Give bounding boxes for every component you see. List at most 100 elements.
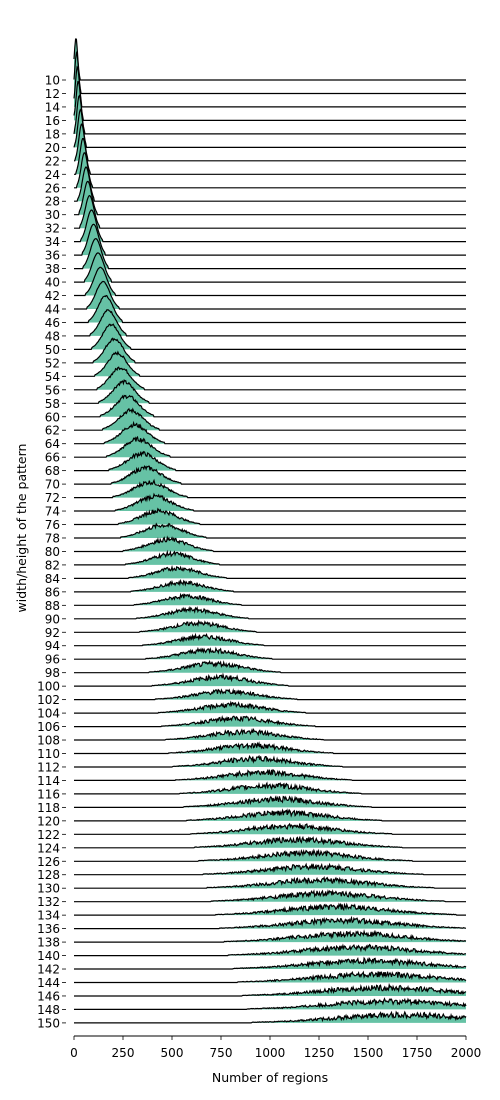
ridges [73,38,467,1024]
ridge-fill-28 [74,167,466,202]
x-axis: 0 250 500 750 1000 1250 1500 1750 2000 [70,1035,482,1060]
ridge-110 [74,741,466,755]
ridge-32 [74,194,466,229]
ridge-146 [74,982,467,997]
ridge-fill-74 [74,494,466,511]
y-tick-label-90: 90 [45,612,60,626]
ridge-line-20 [73,108,466,148]
ridge-fill-50 [74,324,466,350]
ridge-80 [74,535,466,553]
y-axis-label: width/height of the pattern [14,444,29,613]
ridge-130 [74,876,466,889]
ridge-68 [74,450,466,472]
y-tick-label-94: 94 [45,639,60,653]
y-tick-label-42: 42 [45,289,60,303]
ridge-fill-42 [74,267,466,296]
y-tick-label-146: 146 [37,989,60,1003]
ridge-16 [73,80,466,121]
y-tick-label-54: 54 [45,370,60,384]
ridge-line-130 [74,876,466,889]
ridge-104 [74,700,466,714]
ridge-line-124 [74,835,466,849]
ridge-132 [74,889,466,903]
y-tick-label-150: 150 [37,1016,60,1030]
ridge-fill-30 [74,181,466,215]
ridge-40 [74,252,466,283]
ridge-fill-146 [74,985,466,996]
ridge-fill-96 [74,648,466,660]
ridge-112 [74,754,466,768]
x-tick-label-0: 0 [70,1046,78,1060]
y-tick-label-76: 76 [45,518,60,532]
ridge-line-12 [73,50,466,95]
y-tick-label-92: 92 [45,626,60,640]
ridge-line-96 [74,646,466,660]
ridge-fill-88 [74,594,466,606]
ridge-fill-126 [74,850,466,862]
ridge-fill-134 [74,904,466,916]
y-tick-label-126: 126 [37,855,60,869]
ridge-line-108 [74,728,466,741]
ridge-line-40 [74,252,466,283]
y-tick-label-140: 140 [37,949,60,963]
x-tick-label-2000: 2000 [451,1046,482,1060]
ridge-fill-60 [74,395,466,417]
ridge-96 [74,646,466,660]
y-tick-label-26: 26 [45,181,60,195]
ridge-line-84 [74,564,466,579]
ridge-fill-62 [74,408,466,431]
y-tick-label-136: 136 [37,922,60,936]
y-tick-label-68: 68 [45,464,60,478]
ridge-line-120 [74,808,466,822]
y-tick-label-132: 132 [37,895,60,909]
ridge-fill-80 [74,537,466,552]
ridge-line-142 [74,956,467,970]
ridge-64 [74,420,466,445]
ridge-line-30 [74,180,466,216]
ridge-fill-148 [74,998,466,1010]
ridge-fill-84 [74,566,466,579]
ridge-line-50 [74,323,466,350]
y-tick-label-84: 84 [45,572,60,586]
ridge-38 [74,237,466,270]
ridge-12 [73,50,466,95]
ridge-20 [73,108,466,148]
ridge-line-88 [74,592,466,606]
ridge-76 [74,507,466,526]
y-tick-label-110: 110 [37,747,60,761]
ridge-line-68 [74,450,466,472]
ridge-fill-20 [74,109,466,148]
ridge-fill-18 [74,95,466,134]
ridge-138 [74,929,467,943]
ridge-fill-52 [74,338,466,363]
ridge-line-54 [74,350,466,377]
ridge-line-102 [74,688,466,701]
ridge-100 [74,672,466,687]
ridge-line-10 [73,38,466,81]
y-tick-label-144: 144 [37,976,60,990]
ridge-102 [74,688,466,701]
y-tick-label-120: 120 [37,814,60,828]
ridge-line-104 [74,700,466,714]
ridge-line-94 [74,632,466,647]
ridge-22 [74,123,466,162]
ridge-54 [74,350,466,377]
ridge-line-48 [74,309,466,337]
ridge-line-148 [74,997,467,1010]
ridge-74 [74,492,466,512]
ridge-line-38 [74,237,466,270]
ridge-fill-140 [74,944,466,956]
y-tick-label-104: 104 [37,707,60,721]
ridge-line-36 [74,223,466,256]
ridge-fill-102 [74,689,466,700]
y-tick-label-32: 32 [45,222,60,236]
y-tick-label-130: 130 [37,882,60,896]
y-tick-label-106: 106 [37,720,60,734]
y-tick-label-108: 108 [37,734,60,748]
y-tick-label-128: 128 [37,868,60,882]
y-tick-label-74: 74 [45,505,60,519]
ridge-90 [74,606,466,620]
y-tick-label-96: 96 [45,653,60,667]
ridge-line-78 [74,522,466,539]
ridge-18 [73,94,466,135]
